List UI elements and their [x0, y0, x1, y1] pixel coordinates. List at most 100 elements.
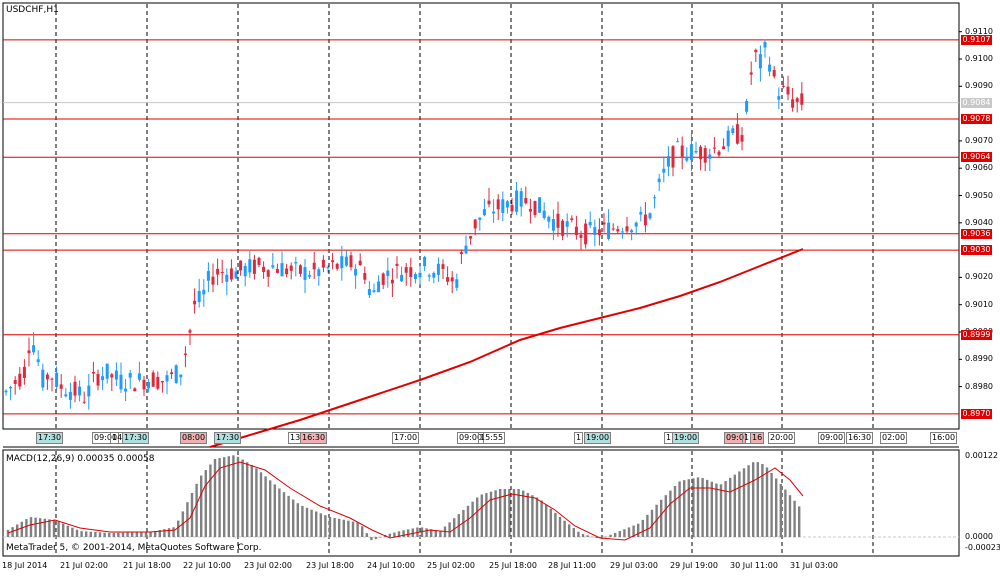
event-marker[interactable]: 17:30	[214, 432, 242, 444]
macd-histogram-bar	[195, 483, 198, 537]
macd-histogram-bar	[213, 459, 217, 537]
macd-histogram-bar	[287, 495, 290, 537]
candle-body	[211, 276, 215, 285]
time-tick-label: 30 Jul 11:00	[730, 561, 778, 570]
candle-body	[335, 263, 339, 269]
candle-body	[45, 374, 49, 380]
macd-histogram-bar	[388, 533, 391, 537]
candle-body	[519, 191, 523, 207]
candle-body	[271, 265, 275, 268]
macd-histogram-bar	[200, 475, 203, 537]
event-marker[interactable]: 16	[750, 432, 765, 444]
macd-scale-bottom: -0.00023	[965, 543, 1000, 552]
price-line-label: 0.8999	[961, 329, 992, 340]
macd-histogram-bar	[264, 476, 267, 537]
event-marker[interactable]: 19:00	[672, 432, 700, 444]
macd-histogram-bar	[471, 501, 474, 537]
candle-body	[689, 144, 693, 161]
candle-body	[234, 271, 238, 279]
event-marker[interactable]: 17:00	[392, 432, 420, 444]
event-marker[interactable]: 09:0	[724, 432, 746, 444]
candle-body	[763, 41, 767, 48]
event-marker[interactable]: 16:00	[930, 432, 958, 444]
candle-body	[206, 271, 210, 281]
event-marker[interactable]: 09:00	[92, 432, 120, 444]
macd-histogram-bar	[706, 479, 709, 537]
candle-body	[298, 265, 302, 274]
candle-body	[119, 374, 123, 390]
candle-body	[317, 269, 321, 277]
time-tick-label: 29 Jul 03:00	[610, 561, 658, 570]
macd-histogram-bar	[540, 500, 543, 537]
macd-histogram-bar	[25, 519, 28, 537]
event-marker[interactable]: 17:30	[122, 432, 150, 444]
candle-body	[13, 380, 17, 384]
macd-histogram-bar	[34, 517, 37, 537]
macd-histogram-bar	[126, 532, 129, 537]
macd-histogram-bar	[218, 458, 221, 537]
candle-body	[41, 369, 45, 388]
macd-histogram-bar	[696, 477, 700, 537]
candle-body	[114, 370, 118, 380]
macd-histogram-bar	[397, 531, 401, 537]
macd-histogram-bar	[476, 497, 479, 537]
candle-body	[55, 372, 59, 387]
macd-histogram-bar	[172, 527, 175, 537]
candle-body	[699, 146, 703, 160]
macd-histogram-bar	[756, 462, 759, 537]
candle-body	[326, 267, 330, 269]
macd-histogram-bar	[333, 517, 336, 537]
macd-histogram-bar	[719, 484, 723, 537]
macd-histogram-bar	[112, 532, 115, 537]
candle-body	[542, 210, 546, 219]
candle-body	[611, 228, 615, 230]
main-pane-border	[2, 2, 960, 430]
macd-histogram-bar	[420, 527, 424, 537]
event-marker[interactable]: 17:30	[36, 432, 64, 444]
macd-histogram-bar	[370, 537, 373, 541]
candle-body	[469, 236, 473, 239]
event-marker[interactable]: 15:55	[478, 432, 506, 444]
macd-histogram-bar	[89, 531, 92, 537]
event-marker[interactable]: 16:30	[300, 432, 328, 444]
candle-body	[515, 190, 519, 212]
price-tick-label: 0.9050	[965, 190, 993, 200]
macd-histogram-bar	[356, 522, 359, 537]
macd-histogram-bar	[204, 470, 207, 537]
macd-histogram-bar	[223, 457, 226, 537]
macd-histogram-bar	[6, 529, 10, 537]
event-marker[interactable]: 09:00	[457, 432, 485, 444]
macd-histogram-bar	[572, 528, 575, 537]
candle-body	[781, 85, 785, 87]
time-tick-label: 21 Jul 18:00	[123, 561, 171, 570]
macd-histogram-bar	[98, 532, 102, 537]
event-marker[interactable]: 1	[574, 432, 584, 444]
candle-body	[579, 234, 583, 238]
price-tick-label: 0.9060	[965, 163, 993, 173]
candle-body	[772, 70, 776, 77]
macd-histogram-bar	[568, 524, 571, 537]
event-marker[interactable]: 16:30	[846, 432, 874, 444]
time-tick-label: 28 Jul 11:00	[548, 561, 596, 570]
time-tick-label: 23 Jul 18:00	[306, 561, 354, 570]
event-marker[interactable]: 09:00	[818, 432, 846, 444]
candle-body	[9, 386, 13, 389]
event-marker[interactable]: 20:00	[768, 432, 796, 444]
macd-histogram-bar	[11, 527, 14, 537]
candle-body	[749, 72, 753, 75]
macd-scale-top: 0.00122	[965, 451, 999, 460]
macd-histogram-bar	[715, 483, 718, 537]
candle-body	[358, 260, 362, 266]
candle-body	[160, 380, 164, 383]
candle-body	[694, 151, 698, 153]
candle-body	[501, 199, 505, 213]
event-marker[interactable]: 19:00	[584, 432, 612, 444]
macd-histogram-bar	[57, 521, 60, 537]
macd-histogram-bar	[526, 492, 529, 537]
price-tick-label: 0.9040	[965, 217, 993, 227]
event-marker[interactable]: 08:00	[180, 432, 208, 444]
candle-body	[671, 146, 675, 168]
candle-body	[133, 388, 137, 392]
event-marker[interactable]: 02:00	[880, 432, 908, 444]
